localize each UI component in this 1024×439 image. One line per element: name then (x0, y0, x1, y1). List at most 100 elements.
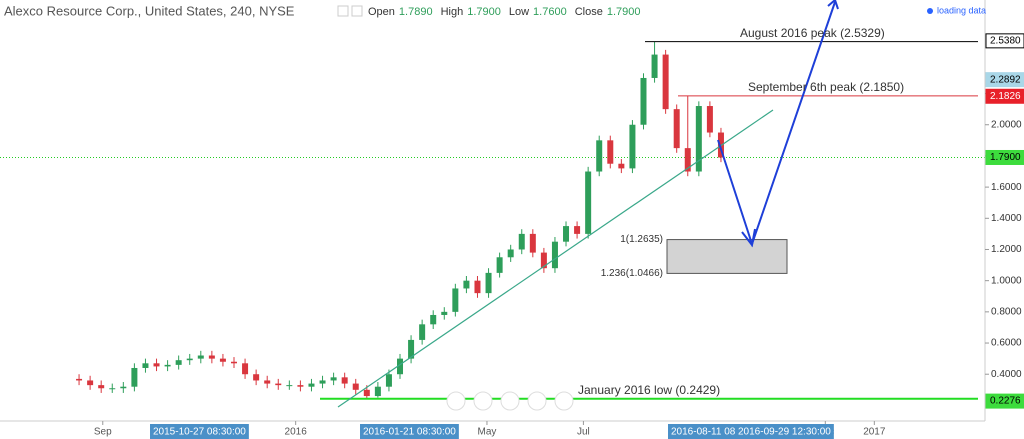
candle-body (186, 358, 193, 361)
candle-body (253, 374, 260, 381)
candle-body (585, 171, 592, 234)
trend-line (337, 109, 774, 408)
candle-body (153, 363, 160, 367)
candle-body (496, 257, 503, 273)
status: loading data (937, 5, 986, 15)
x-tick-label: 2016 (285, 427, 308, 438)
candle-body (408, 339, 415, 359)
candle-body (684, 148, 691, 172)
candle-body (76, 378, 83, 381)
x-tick-label: 2017 (863, 427, 886, 438)
candle-body (463, 280, 470, 289)
x-tick-label: Jul (577, 427, 590, 438)
x-highlight-label: 2015-10-27 08:30:00 (153, 427, 246, 438)
fib-label: 1(1.2635) (620, 234, 663, 245)
candle-body (574, 226, 581, 234)
candle-body (518, 233, 525, 250)
candle-body (286, 385, 293, 387)
x-highlight-label: 2016-01-21 08:30:00 (363, 427, 456, 438)
scroll-left[interactable] (446, 391, 466, 411)
candle-body (474, 280, 481, 294)
candle-body (230, 361, 237, 364)
candle-body (131, 367, 138, 387)
candle-body (452, 288, 459, 312)
price-tag (985, 149, 1024, 165)
fib-zone (666, 239, 788, 274)
y-tick-label: 0.4000 (991, 369, 1022, 380)
candle-body (640, 77, 647, 125)
price-tag (985, 33, 1024, 49)
candle-body (319, 380, 326, 384)
ohlc-value: 1.7600 (533, 6, 567, 18)
x-highlight: 2015-10-27 08:30:00 (150, 424, 249, 439)
candle-body (419, 324, 426, 340)
zoom-out[interactable] (473, 391, 493, 411)
y-tick-label: 1.2000 (991, 244, 1022, 255)
candle-body (330, 377, 337, 381)
scroll-right[interactable] (554, 391, 574, 411)
x-highlight: 2016-08-11 08: (668, 424, 742, 439)
price-tag-label: 2.2892 (990, 74, 1021, 85)
price-tag (985, 72, 1024, 88)
icon[interactable] (337, 5, 349, 17)
ohlc-value: 1.7900 (607, 6, 641, 18)
candle-body (529, 233, 536, 253)
candle-body (706, 106, 713, 133)
candle-body (164, 364, 171, 367)
x-highlight-label: 2016-08-11 08: (671, 427, 738, 438)
candle-body (242, 363, 249, 375)
ohlc-name: Low (509, 6, 529, 18)
candle-body (363, 389, 370, 397)
x-tick-label: Sep (94, 427, 112, 438)
x-highlight: 2016-01-21 08:30:00 (360, 424, 459, 439)
axes: 0.4000 0.6000 0.8000 1.0000 1.2000 1.4000 1.60… (94, 88, 1022, 439)
candle-body (695, 106, 702, 172)
candle-body (507, 249, 514, 258)
ohlc-value: 1.7900 (467, 6, 501, 18)
level-label: January 2016 low (0.2429) (578, 383, 720, 397)
candle-body (341, 377, 348, 384)
y-tick-label: 2.0000 (991, 119, 1022, 130)
candle-body (563, 226, 570, 242)
x-highlight-box (668, 424, 742, 439)
candle-body (662, 54, 669, 110)
candle-body (673, 109, 680, 149)
plot (0, 41, 985, 400)
candle-body (385, 374, 392, 387)
candle-body (264, 380, 271, 384)
zoom-in[interactable] (527, 391, 547, 411)
candle-body (374, 386, 381, 397)
x-highlight-box (150, 424, 249, 439)
x-highlight-box (735, 424, 834, 439)
price-tag (985, 393, 1024, 409)
price-tag-label: 1.7900 (990, 152, 1021, 163)
level-label: September 6th peak (2.1850) (748, 80, 904, 94)
candle-body (618, 163, 625, 169)
candle-body (275, 383, 282, 386)
x-highlight-label: 2016-09-29 12:30:00 (738, 427, 831, 438)
candle-body (120, 386, 127, 389)
ohlc-name: Close (575, 6, 603, 18)
ohlc-name: Open (368, 6, 395, 18)
level-label: August 2016 peak (2.5329) (740, 26, 885, 40)
candle-body (109, 388, 116, 390)
candle-body (596, 140, 603, 172)
candle-body (540, 252, 547, 269)
candle-body (87, 380, 94, 386)
candle-body (397, 358, 404, 375)
toolbar (446, 391, 574, 411)
icon[interactable] (351, 5, 363, 17)
price-tag-label: 0.2276 (990, 396, 1021, 407)
ohlc-value: 1.7890 (399, 6, 433, 18)
reset[interactable] (500, 391, 520, 411)
candle-body (551, 241, 558, 269)
x-highlight-box (360, 424, 459, 439)
y-tick-label: 0.6000 (991, 338, 1022, 349)
y-tick-label: 0.8000 (991, 306, 1022, 317)
candle-body (629, 124, 636, 169)
candle-body (142, 363, 149, 368)
arrow-head (741, 0, 839, 248)
candle-body (175, 360, 182, 365)
